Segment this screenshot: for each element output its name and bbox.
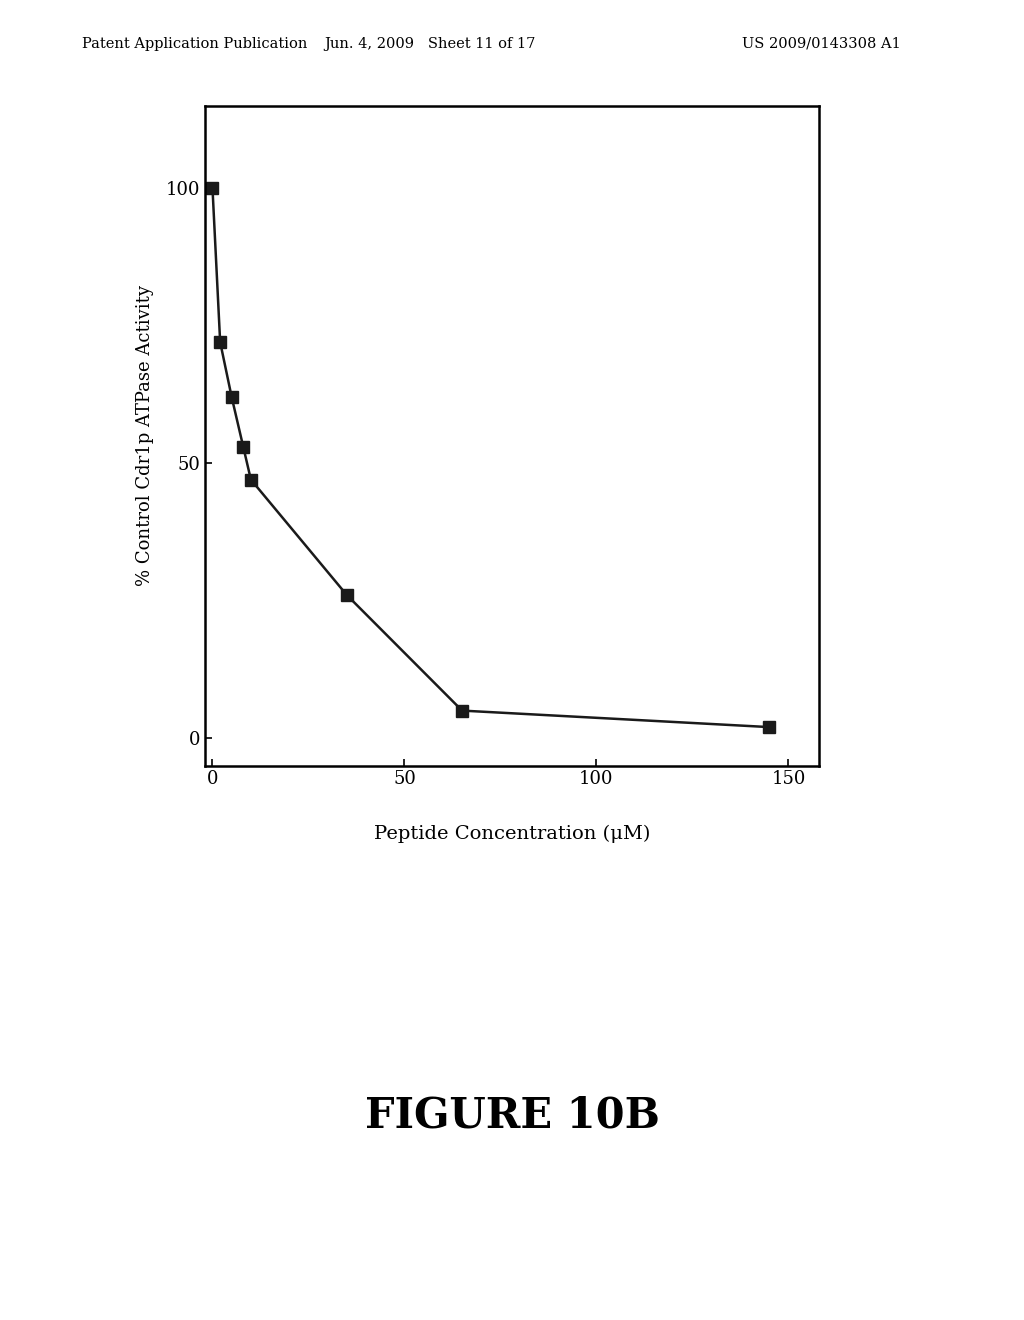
Text: US 2009/0143308 A1: US 2009/0143308 A1 [742,37,901,51]
Text: Jun. 4, 2009   Sheet 11 of 17: Jun. 4, 2009 Sheet 11 of 17 [325,37,536,51]
Y-axis label: % Control Cdr1p ATPase Activity: % Control Cdr1p ATPase Activity [136,285,155,586]
Text: FIGURE 10B: FIGURE 10B [365,1094,659,1137]
Text: Peptide Concentration (μM): Peptide Concentration (μM) [374,825,650,843]
Text: Patent Application Publication: Patent Application Publication [82,37,307,51]
